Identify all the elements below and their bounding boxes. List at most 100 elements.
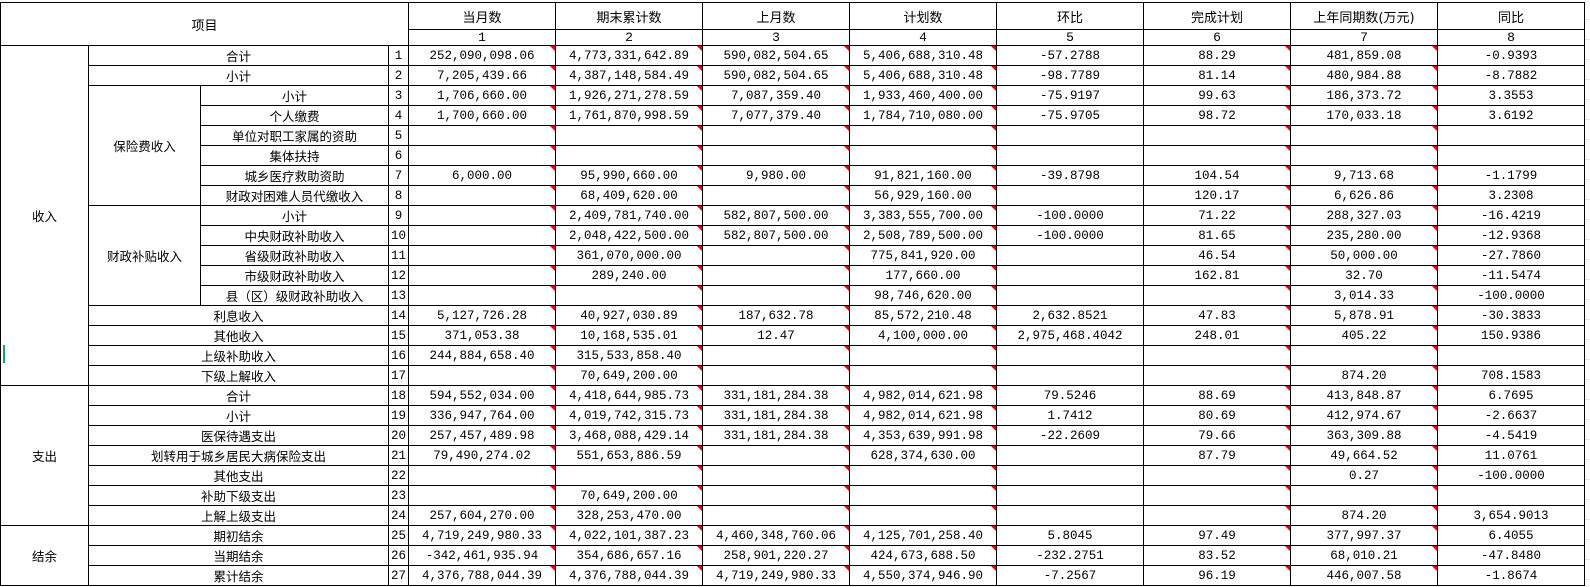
value-cell[interactable]: 354,686,657.16 [555,545,703,566]
value-cell[interactable]: 96.19 [1143,565,1291,586]
row-label[interactable]: 划转用于城乡居民大病保险支出 [88,445,389,466]
row-number[interactable]: 1 [388,45,409,66]
value-cell[interactable]: 1,933,460,400.00 [849,85,997,106]
value-cell[interactable]: -75.9197 [996,85,1144,106]
value-cell[interactable]: 235,280.00 [1290,225,1438,246]
row-number[interactable]: 24 [388,505,409,526]
value-cell[interactable]: 6,626.86 [1290,185,1438,206]
value-cell[interactable]: 6.7695 [1437,385,1585,406]
value-cell[interactable]: 5,406,688,310.48 [849,45,997,66]
row-label[interactable]: 集体扶持 [200,145,389,166]
value-cell[interactable] [996,365,1144,386]
value-cell[interactable]: 71.22 [1143,205,1291,226]
value-cell[interactable]: 81.14 [1143,65,1291,86]
value-cell[interactable] [1290,345,1438,366]
row-label[interactable]: 合计 [88,45,389,66]
value-cell[interactable]: 257,604,270.00 [408,505,556,526]
value-cell[interactable]: 7,087,359.40 [702,85,850,106]
value-cell[interactable]: -232.2751 [996,545,1144,566]
value-cell[interactable]: 10,168,535.01 [555,325,703,346]
value-cell[interactable]: 9,980.00 [702,165,850,186]
value-cell[interactable]: 363,309.88 [1290,425,1438,446]
value-cell[interactable]: -4.5419 [1437,425,1585,446]
value-cell[interactable]: 4,022,101,387.23 [555,525,703,546]
row-label[interactable]: 利息收入 [88,305,389,326]
value-cell[interactable]: 4,376,788,044.39 [408,565,556,586]
value-cell[interactable]: 83.52 [1143,545,1291,566]
value-cell[interactable]: -8.7882 [1437,65,1585,86]
value-cell[interactable]: 4,719,249,980.33 [408,525,556,546]
value-cell[interactable] [555,465,703,486]
row-label[interactable]: 小计 [200,85,389,106]
value-cell[interactable]: -100.0000 [1437,285,1585,306]
value-cell[interactable]: 4,100,000.00 [849,325,997,346]
value-cell[interactable]: 162.81 [1143,265,1291,286]
value-cell[interactable] [1437,345,1585,366]
value-cell[interactable]: -22.2609 [996,425,1144,446]
value-cell[interactable]: 79.5246 [996,385,1144,406]
value-cell[interactable] [555,285,703,306]
column-header[interactable]: 环比 [996,2,1144,30]
value-cell[interactable]: 6,000.00 [408,165,556,186]
value-cell[interactable]: 32.70 [1290,265,1438,286]
value-cell[interactable] [996,245,1144,266]
value-cell[interactable] [702,265,850,286]
row-label[interactable]: 当期结余 [88,545,389,566]
value-cell[interactable] [702,185,850,206]
value-cell[interactable]: 81.65 [1143,225,1291,246]
value-cell[interactable] [996,145,1144,166]
value-cell[interactable]: 95,990,660.00 [555,165,703,186]
value-cell[interactable]: 1,784,710,080.00 [849,105,997,126]
value-cell[interactable] [702,465,850,486]
value-cell[interactable]: -12.9368 [1437,225,1585,246]
value-cell[interactable]: 88.29 [1143,45,1291,66]
row-label[interactable]: 其他支出 [88,465,389,486]
value-cell[interactable] [702,245,850,266]
value-cell[interactable] [1143,505,1291,526]
value-cell[interactable] [1437,125,1585,146]
value-cell[interactable] [996,465,1144,486]
value-cell[interactable]: -1.1799 [1437,165,1585,186]
row-number[interactable]: 3 [388,85,409,106]
row-number[interactable]: 15 [388,325,409,346]
value-cell[interactable] [1143,345,1291,366]
value-cell[interactable]: 79.66 [1143,425,1291,446]
value-cell[interactable]: 481,859.08 [1290,45,1438,66]
value-cell[interactable]: 413,848.87 [1290,385,1438,406]
value-cell[interactable] [408,145,556,166]
value-cell[interactable]: 480,984.88 [1290,65,1438,86]
value-cell[interactable]: 4,125,701,258.40 [849,525,997,546]
group-label[interactable]: 保险费收入 [88,85,201,206]
value-cell[interactable] [702,285,850,306]
value-cell[interactable] [702,445,850,466]
value-cell[interactable]: 4,460,348,760.06 [702,525,850,546]
value-cell[interactable]: -1.8674 [1437,565,1585,586]
value-cell[interactable]: 3,014.33 [1290,285,1438,306]
value-cell[interactable]: 5,406,688,310.48 [849,65,997,86]
value-cell[interactable]: 4,550,374,946.90 [849,565,997,586]
value-cell[interactable]: 7,077,379.40 [702,105,850,126]
value-cell[interactable]: -27.7860 [1437,245,1585,266]
value-cell[interactable]: 1,700,660.00 [408,105,556,126]
row-label[interactable]: 小计 [200,205,389,226]
group-label[interactable]: 财政补贴收入 [88,205,201,306]
row-number[interactable]: 4 [388,105,409,126]
value-cell[interactable]: 331,181,284.38 [702,405,850,426]
section-label[interactable]: 支出 [0,385,89,526]
row-label[interactable]: 市级财政补助收入 [200,265,389,286]
value-cell[interactable]: 1,926,271,278.59 [555,85,703,106]
row-number[interactable]: 20 [388,425,409,446]
value-cell[interactable] [996,445,1144,466]
value-cell[interactable]: 289,240.00 [555,265,703,286]
value-cell[interactable]: 3,654.9013 [1437,505,1585,526]
value-cell[interactable]: 99.63 [1143,85,1291,106]
value-cell[interactable]: 47.83 [1143,305,1291,326]
value-cell[interactable] [849,465,997,486]
value-cell[interactable] [702,345,850,366]
value-cell[interactable] [996,285,1144,306]
row-number[interactable]: 19 [388,405,409,426]
value-cell[interactable]: 874.20 [1290,365,1438,386]
column-header[interactable]: 当月数 [408,2,556,30]
row-number[interactable]: 13 [388,285,409,306]
row-label[interactable]: 财政对困难人员代缴收入 [200,185,389,206]
